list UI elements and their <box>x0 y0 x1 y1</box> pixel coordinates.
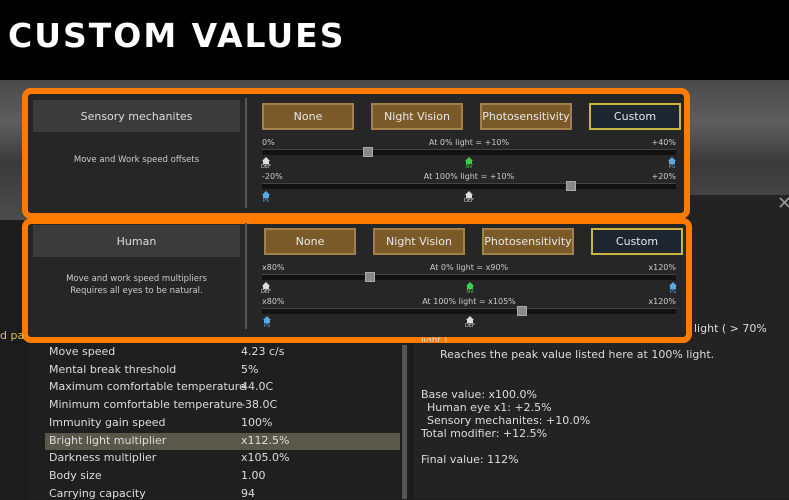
stat-value: x112.5% <box>241 433 290 447</box>
slider-handle[interactable] <box>566 181 576 191</box>
preset-name: Sensory mechanites <box>33 100 240 132</box>
slider-marker: DEF <box>463 316 477 329</box>
stat-label[interactable]: Maximum comfortable temperature <box>49 380 246 394</box>
stat-label[interactable]: Mental break threshold <box>49 362 177 376</box>
preset-button[interactable]: None <box>262 103 354 130</box>
explanation-line: Final value: 112% <box>421 453 519 466</box>
preset-description: Move and work speed multipliers <box>66 274 207 284</box>
slider-max: +40% <box>651 138 676 147</box>
explanation-line: Total modifier: +12.5% <box>421 427 548 440</box>
slider-max: x120% <box>648 263 676 272</box>
divider <box>245 98 247 208</box>
preset-name: Human <box>33 225 240 257</box>
slider-marker: DEF <box>259 282 273 295</box>
stat-value: 4.23 c/s <box>241 345 285 358</box>
slider-marker: PS <box>666 282 680 295</box>
scrollbar[interactable] <box>402 345 407 499</box>
stat-value: 94 <box>241 486 255 500</box>
marker-label: PS <box>669 289 677 295</box>
preset-button[interactable]: Night Vision <box>371 103 463 130</box>
stat-value: 44.0C <box>241 380 274 394</box>
slider-max: +20% <box>651 172 676 181</box>
stat-label[interactable]: Body size <box>49 468 102 482</box>
slider-min: x80% <box>262 263 285 272</box>
stat-value: 5% <box>241 362 259 376</box>
slider-track <box>262 183 676 189</box>
marker-label: NV <box>466 289 474 295</box>
slider-marker: DEF <box>462 191 476 204</box>
title-bar <box>0 0 789 80</box>
slider-marker: NV <box>463 282 477 295</box>
explanation-cut: light ). <box>421 337 451 342</box>
close-icon[interactable]: ✕ <box>777 193 789 214</box>
stat-label[interactable]: Minimum comfortable temperature <box>49 398 243 412</box>
stats-pane <box>30 340 410 499</box>
preset-description: Requires all eyes to be natural. <box>70 286 203 296</box>
preset-button[interactable]: Night Vision <box>373 228 465 255</box>
preset-button[interactable]: Custom <box>591 228 683 255</box>
slider-marker: NV <box>462 157 476 170</box>
preset-button[interactable]: Photosensitivity <box>480 103 572 130</box>
slider-min: x80% <box>262 297 285 306</box>
preset-description: Move and Work speed offsets <box>73 155 200 165</box>
slider-marker: DEF <box>259 157 273 170</box>
title: CUSTOM VALUES <box>8 16 346 55</box>
marker-label: DEF <box>261 289 271 295</box>
stat-value: 100% <box>241 415 273 429</box>
stat-value: 1.00 <box>241 468 266 482</box>
slider-marker: PS <box>260 316 274 329</box>
marker-label: PS <box>668 164 676 170</box>
slider-track <box>262 308 676 314</box>
slider-marker: PS <box>665 157 679 170</box>
slider-handle[interactable] <box>365 272 375 282</box>
preset-button[interactable]: None <box>264 228 356 255</box>
marker-label: DEF <box>465 323 475 329</box>
stat-label[interactable]: Immunity gain speed <box>49 415 166 429</box>
marker-label: PS <box>262 198 270 204</box>
slider-marker: PS <box>259 191 273 204</box>
marker-label: PS <box>263 323 271 329</box>
slider-track <box>262 149 676 155</box>
explanation-line: Sensory mechanites: +10.0% <box>427 414 591 427</box>
stat-value: x105.0% <box>241 451 290 465</box>
marker-label: NV <box>465 164 473 170</box>
explanation-line: Reaches the peak value listed here at 10… <box>440 348 715 361</box>
slider-handle[interactable] <box>517 306 527 316</box>
stat-label[interactable]: Carrying capacity <box>49 486 146 500</box>
stat-value: -38.0C <box>241 398 278 412</box>
slider-caption: At 0% light = +10% <box>428 138 510 147</box>
slider-min: 0% <box>262 138 275 147</box>
stat-label[interactable]: Move speed <box>49 345 116 358</box>
divider <box>245 223 247 329</box>
slider-track <box>262 274 676 280</box>
slider-caption: At 100% light = +10% <box>423 172 515 181</box>
slider-min: -20% <box>262 172 283 181</box>
slider-caption: At 100% light = x105% <box>422 297 516 306</box>
preset-button[interactable]: Custom <box>589 103 681 130</box>
slider-caption: At 0% light = x90% <box>429 263 509 272</box>
stat-label[interactable]: Bright light multiplier <box>49 433 167 447</box>
cut-label: d pa <box>0 329 25 342</box>
row-highlight <box>45 432 400 450</box>
stat-label[interactable]: Darkness multiplier <box>49 451 157 465</box>
explanation-cut: light ( > 70% <box>694 322 767 335</box>
slider-handle[interactable] <box>363 147 373 157</box>
explanation-line: Base value: x100.0% <box>421 388 537 401</box>
marker-label: DEF <box>261 164 271 170</box>
preset-button[interactable]: Photosensitivity <box>482 228 574 255</box>
marker-label: DEF <box>464 198 474 204</box>
slider-max: x120% <box>648 297 676 306</box>
explanation-line: Human eye x1: +2.5% <box>427 401 552 414</box>
